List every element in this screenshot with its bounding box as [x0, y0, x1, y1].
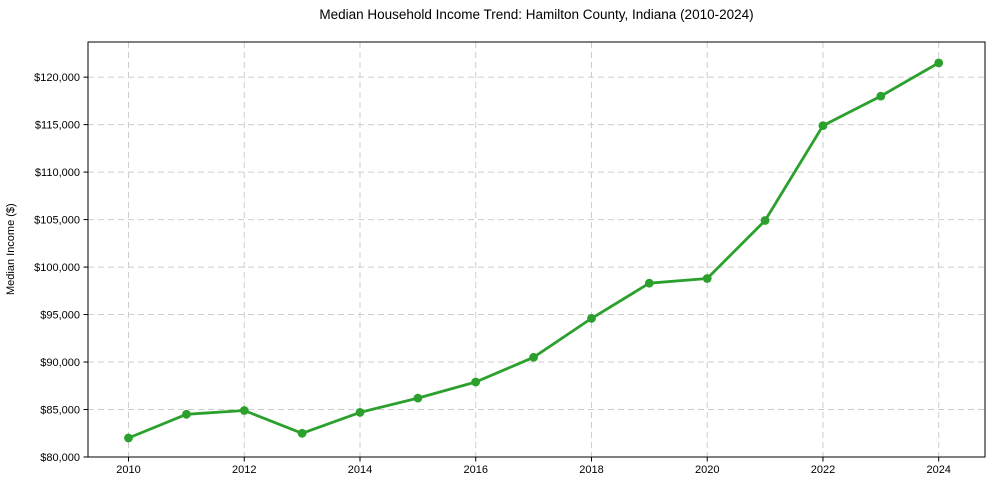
data-point-2020 [702, 274, 712, 283]
plot-area [88, 42, 985, 457]
chart-title: Median Household Income Trend: Hamilton … [319, 7, 754, 22]
x-tick-label-2020: 2020 [695, 464, 719, 476]
y-tick-label-120000: $120,000 [34, 72, 80, 84]
x-tick-label-2010: 2010 [116, 464, 140, 476]
x-tick-label-2022: 2022 [811, 464, 835, 476]
data-point-2017 [529, 352, 538, 362]
x-tick-label-2012: 2012 [232, 464, 256, 476]
data-point-2010 [124, 433, 133, 443]
data-point-2012 [239, 406, 249, 415]
x-tick-label-2016: 2016 [463, 464, 487, 476]
x-tick-label-2018: 2018 [579, 464, 603, 476]
data-point-2022 [818, 121, 828, 130]
y-tick-label-85000: $85,000 [40, 404, 80, 416]
y-tick-label-115000: $115,000 [35, 119, 80, 131]
data-point-2021 [760, 216, 770, 225]
y-tick-label-95000: $95,000 [40, 309, 80, 321]
y-tick-label-80000: $80,000 [40, 452, 80, 464]
x-tick-label-2024: 2024 [926, 464, 950, 476]
data-point-2014 [355, 408, 365, 417]
data-point-2024 [934, 58, 944, 68]
y-tick-label-105000: $105,000 [34, 214, 80, 226]
y-tick-label-100000: $100,000 [34, 262, 80, 274]
data-point-2011 [182, 409, 191, 419]
data-point-2013 [297, 428, 307, 438]
y-tick-label-110000: $110,000 [35, 167, 80, 179]
data-point-2023 [876, 91, 886, 101]
data-point-2016 [471, 377, 481, 387]
x-tick-label-2014: 2014 [348, 464, 372, 476]
data-point-2015 [413, 393, 423, 403]
y-tick-label-90000: $90,000 [40, 357, 80, 369]
data-point-2018 [587, 314, 596, 323]
plot-border [87, 41, 986, 458]
data-point-2019 [644, 278, 654, 288]
